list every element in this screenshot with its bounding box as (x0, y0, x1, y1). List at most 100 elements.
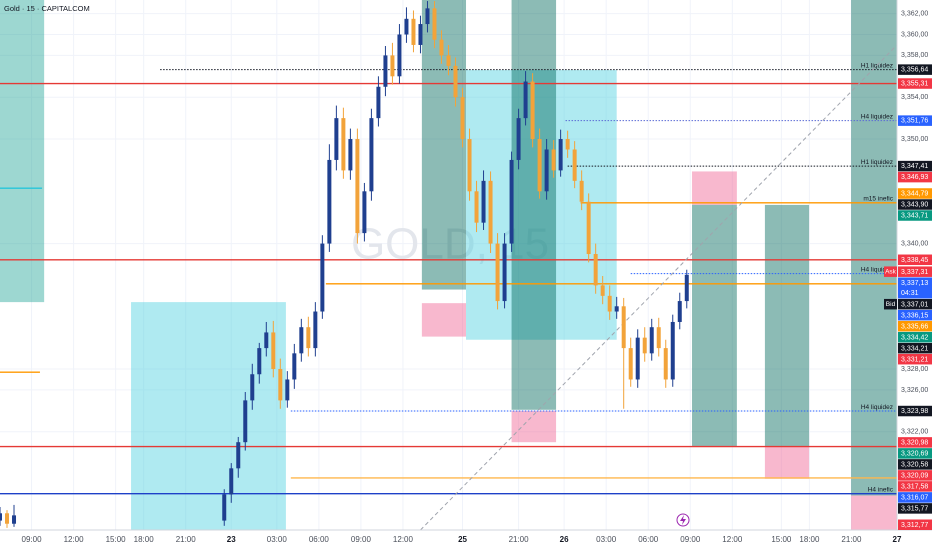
price-badge (898, 171, 932, 183)
price-badge-label: 3,336,15 (901, 312, 928, 319)
candle-body (558, 139, 563, 171)
candle-body (586, 201, 591, 255)
price-badge (898, 277, 932, 299)
price-badge (898, 459, 932, 470)
x-tick-label: 03:00 (596, 535, 617, 544)
candle-body (404, 18, 409, 35)
price-badge (898, 309, 932, 321)
x-tick-label: 06:00 (638, 535, 659, 544)
candle-body (572, 149, 577, 181)
candle-body (621, 306, 626, 349)
price-badge-label: 3,338,45 (901, 257, 928, 264)
price-badge-label: 3,312,77 (901, 522, 928, 529)
price-badge-label: 3,337,13 (901, 280, 928, 287)
zone (421, 303, 467, 337)
grid-layer (0, 0, 898, 530)
candle-body (481, 180, 486, 223)
zone (511, 410, 557, 443)
zone (764, 446, 810, 479)
x-tick-label: 03:00 (267, 535, 288, 544)
y-tick-label: 3,360,00 (901, 31, 928, 38)
y-tick-label: 3,322,00 (901, 429, 928, 436)
x-tick-label: 12:00 (64, 535, 85, 544)
candle-body (474, 191, 479, 223)
price-badge (898, 115, 932, 126)
candle-body (460, 97, 465, 140)
zone (692, 171, 737, 205)
x-tick-label: 18:00 (134, 535, 155, 544)
price-badge (898, 64, 932, 75)
level-label: H4 inefic (868, 486, 894, 493)
price-badge (898, 254, 932, 266)
candle-body (243, 400, 248, 443)
price-tag-label: Bid (886, 301, 896, 308)
price-badge-label: 3,347,41 (901, 163, 928, 170)
candle-body (446, 55, 451, 66)
candle-body (278, 369, 283, 401)
zones-layer (0, 0, 897, 530)
x-tick-label: 09:00 (680, 535, 701, 544)
price-badge-label: 3,346,93 (901, 174, 928, 181)
level-label: H4 liquidez (861, 266, 893, 273)
x-tick-label: 18:00 (799, 535, 820, 544)
price-badge-label: 3,334,21 (901, 345, 928, 352)
x-tick-label: 21:00 (509, 535, 530, 544)
price-badge (898, 342, 932, 354)
y-tick-label: 3,326,00 (901, 387, 928, 394)
candle-body (642, 337, 647, 354)
price-badge (898, 298, 932, 310)
candle-body (355, 139, 360, 234)
y-tick-label: 3,328,00 (901, 366, 928, 373)
price-badge (898, 160, 932, 172)
price-badge-label: 3,320,09 (901, 472, 928, 479)
price-badge (898, 405, 932, 417)
price-badge-label: 3,335,66 (901, 323, 928, 330)
price-badge (898, 519, 932, 530)
price-badge (898, 470, 932, 481)
candle-body (12, 515, 17, 524)
price-badge-label: 3,320,98 (901, 439, 928, 446)
candle-body (684, 274, 689, 302)
candle-body (635, 337, 640, 380)
candle-body (516, 118, 521, 160)
candle-body (362, 191, 367, 234)
candle-body (292, 353, 297, 380)
candle-body (299, 327, 304, 354)
candle-body (334, 118, 339, 160)
x-tick-label: 12:00 (722, 535, 743, 544)
candle-body (341, 118, 346, 171)
candle-body (544, 149, 549, 192)
x-tick-label: 12:00 (393, 535, 414, 544)
candle-body (306, 327, 311, 349)
price-badge-label: 3,337,01 (901, 301, 928, 308)
candle-body (628, 348, 633, 380)
candle-body (663, 348, 668, 380)
x-tick-label: 15:00 (771, 535, 792, 544)
price-tag (884, 266, 897, 277)
level-label: H4 liquidez (861, 113, 893, 120)
price-badge (898, 353, 932, 365)
countdown-label: 04:31 (901, 290, 919, 297)
y-tick-label: 3,358,00 (901, 52, 928, 59)
zone (421, 0, 467, 290)
candle-body (327, 159, 332, 244)
candle-body (390, 55, 395, 77)
x-tick-label: 23 (227, 535, 236, 544)
x-tick-label: 21:00 (176, 535, 197, 544)
candle-body (313, 311, 318, 349)
candle-body (229, 468, 234, 495)
price-badge-label: 3,316,07 (901, 494, 928, 501)
candle-body (551, 149, 556, 171)
candle-body (600, 285, 605, 296)
x-tick-label: 25 (458, 535, 467, 544)
candle-body (453, 65, 458, 98)
candle-body (425, 8, 430, 25)
zone (851, 495, 897, 530)
lightning-icon (676, 513, 690, 527)
price-badge-label: 3,337,31 (901, 269, 928, 276)
price-badge (898, 503, 932, 514)
candle-body (0, 513, 2, 521)
candle-body (649, 327, 654, 354)
